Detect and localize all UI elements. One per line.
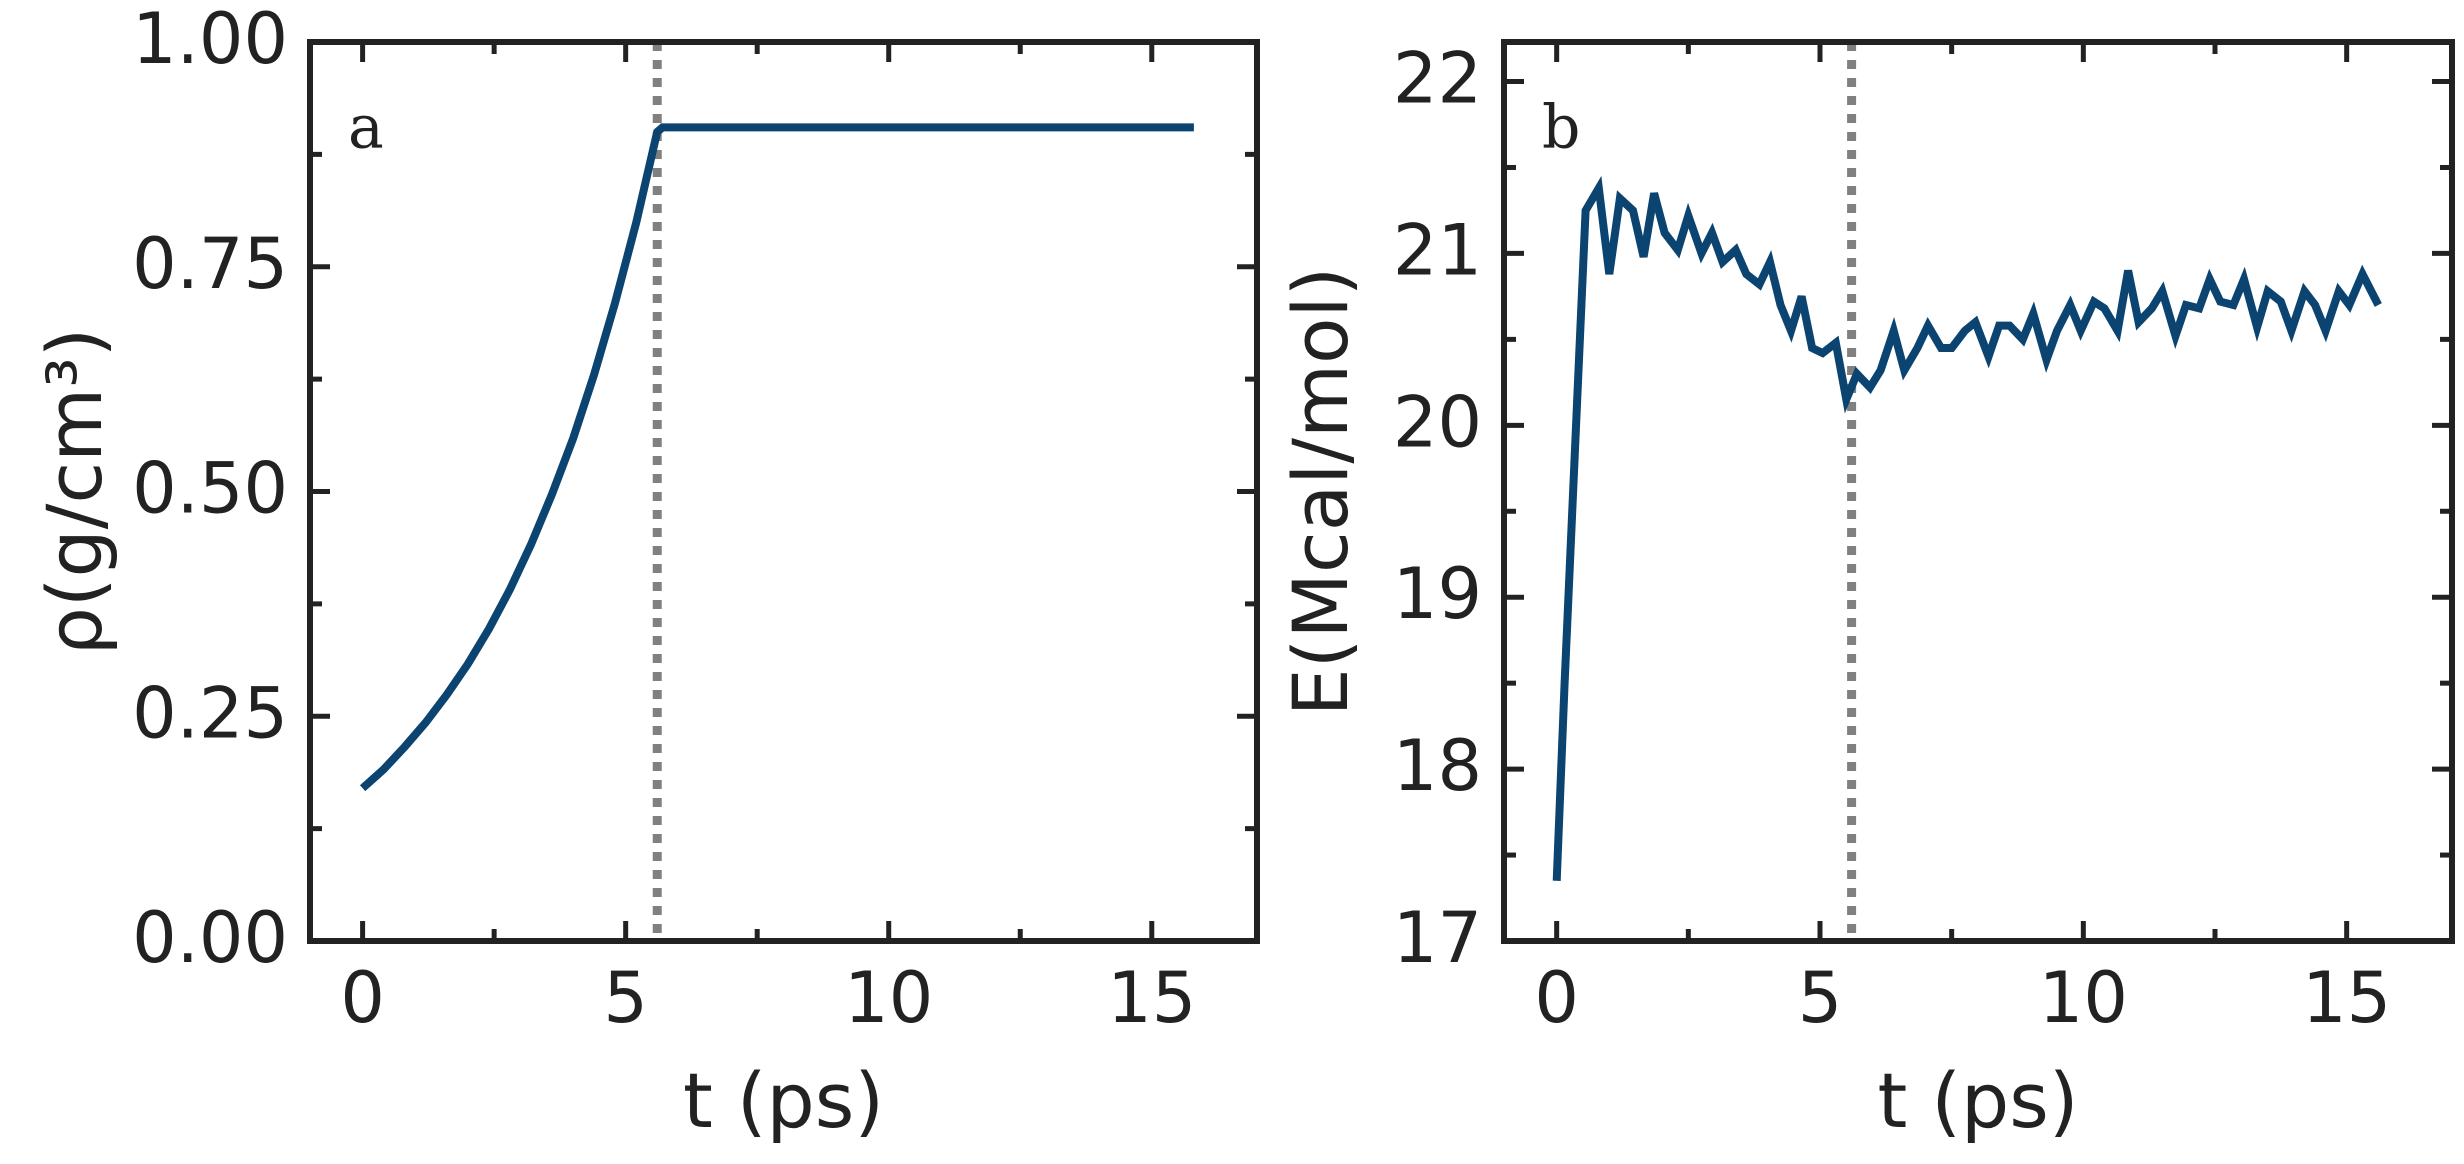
y-tick-label: 17 <box>1393 897 1482 979</box>
x-tick-label: 5 <box>603 957 648 1039</box>
y-axis-label: ρ(g/cm³) <box>30 328 119 656</box>
y-axis-label: E(Mcal/mol) <box>1276 267 1365 717</box>
x-tick-label: 5 <box>1798 957 1843 1039</box>
y-tick-label: 0.25 <box>132 672 288 754</box>
x-axis-label: t (ps) <box>683 1056 884 1145</box>
x-tick-label: 0 <box>340 957 385 1039</box>
x-tick-label: 0 <box>1534 957 1579 1039</box>
plot-frame <box>1501 39 2455 944</box>
panel-label: b <box>1542 93 1580 163</box>
x-axis-label: t (ps) <box>1877 1056 2078 1145</box>
data-line <box>359 123 1194 792</box>
y-tick-label: 0.50 <box>132 448 288 530</box>
plot-frame <box>307 39 1260 944</box>
y-tick-label: 21 <box>1393 209 1482 291</box>
panel-label: a <box>348 93 384 163</box>
y-tick-label: 0.00 <box>132 897 288 979</box>
data-line <box>1552 175 2382 881</box>
x-tick-label: 15 <box>1107 957 1196 1039</box>
x-tick-label: 10 <box>2039 957 2128 1039</box>
x-tick-label: 15 <box>2302 957 2391 1039</box>
y-tick-label: 19 <box>1393 553 1482 635</box>
y-tick-label: 0.75 <box>132 223 288 305</box>
y-tick-label: 1.00 <box>132 0 288 80</box>
y-tick-label: 18 <box>1393 725 1482 807</box>
y-tick-label: 22 <box>1393 38 1482 120</box>
x-tick-label: 10 <box>844 957 933 1039</box>
y-tick-label: 20 <box>1393 381 1482 463</box>
